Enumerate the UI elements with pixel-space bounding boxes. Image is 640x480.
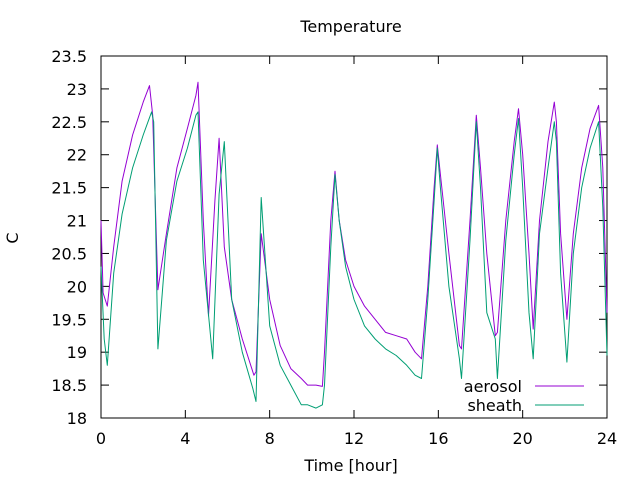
chart-title: Temperature [299, 17, 401, 36]
x-tick-label: 8 [265, 429, 275, 448]
x-tick-label: 24 [597, 429, 617, 448]
x-tick-label: 16 [428, 429, 448, 448]
y-tick-label: 23 [67, 80, 87, 99]
x-axis-label: Time [hour] [303, 456, 397, 475]
series-line-sheath [100, 111, 608, 409]
y-axis-ticks: 18 18.5 19 19.5 20 20.5 21 21.5 22 22.5 23 23.5 [51, 47, 607, 428]
x-axis-ticks: 0 4 8 12 16 20 24 [96, 56, 617, 448]
x-tick-label: 0 [96, 429, 106, 448]
x-tick-label: 4 [180, 429, 190, 448]
y-tick-label: 19 [67, 343, 87, 362]
legend-label-sheath: sheath [467, 396, 522, 415]
y-tick-label: 20.5 [51, 244, 87, 263]
y-axis-label: C [3, 232, 22, 243]
series-line-aerosol [100, 81, 608, 387]
legend: aerosol sheath [464, 377, 584, 415]
y-tick-label: 18 [67, 409, 87, 428]
y-tick-label: 23.5 [51, 47, 87, 66]
legend-label-aerosol: aerosol [464, 377, 522, 396]
y-tick-label: 22 [67, 146, 87, 165]
y-tick-label: 21 [67, 212, 87, 231]
y-tick-label: 21.5 [51, 179, 87, 198]
y-tick-label: 18.5 [51, 376, 87, 395]
series-lines [100, 81, 608, 409]
plot-frame [100, 55, 608, 419]
x-tick-label: 20 [512, 429, 532, 448]
y-tick-label: 20 [67, 277, 87, 296]
y-tick-label: 22.5 [51, 113, 87, 132]
x-tick-label: 12 [344, 429, 364, 448]
y-tick-label: 19.5 [51, 310, 87, 329]
